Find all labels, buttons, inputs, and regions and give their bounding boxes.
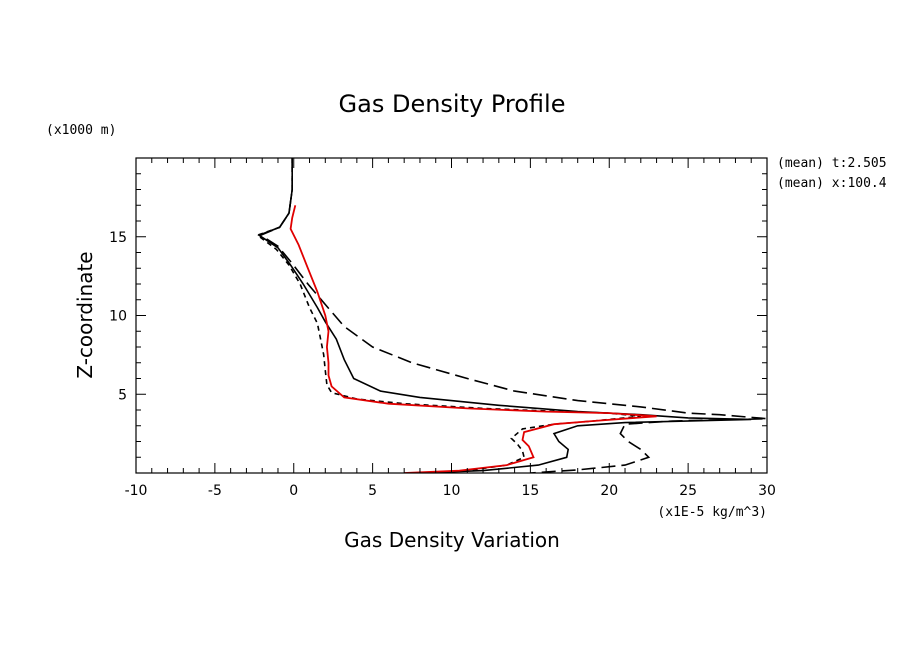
- series-line-1: [257, 158, 752, 473]
- y-tick-label: 15: [109, 230, 127, 246]
- chart-title: Gas Density Profile: [339, 90, 566, 118]
- series-line-4: [289, 205, 657, 473]
- x-tick-label: -10: [125, 483, 148, 499]
- y-axis-label: Z-coordinate: [73, 251, 97, 378]
- plot-area: -10 -5 0 5 10 15 20 25 30 5 10 15: [109, 157, 776, 499]
- y-tick-label: 10: [109, 309, 127, 325]
- x-tick-label: -5: [208, 483, 222, 499]
- x-units-label: (x1E-5 kg/m^3): [657, 505, 767, 520]
- x-tick-label: 15: [521, 483, 539, 499]
- annotation-time: (mean) t:2.505: [777, 156, 887, 171]
- series-line-2: [255, 158, 641, 473]
- series-line-3: [258, 158, 768, 473]
- x-tick-label: 30: [758, 483, 776, 499]
- plot-frame: [135, 157, 768, 474]
- x-tick-label: 0: [289, 483, 298, 499]
- x-tick-label: 20: [600, 483, 618, 499]
- x-tick-label: 5: [368, 483, 377, 499]
- annotation-x: (mean) x:100.4: [777, 176, 887, 191]
- y-tick-label: 5: [118, 387, 127, 403]
- x-axis-label: Gas Density Variation: [344, 528, 560, 552]
- y-units-label: (x1000 m): [46, 123, 116, 138]
- x-tick-label: 25: [679, 483, 697, 499]
- x-tick-label: 10: [443, 483, 461, 499]
